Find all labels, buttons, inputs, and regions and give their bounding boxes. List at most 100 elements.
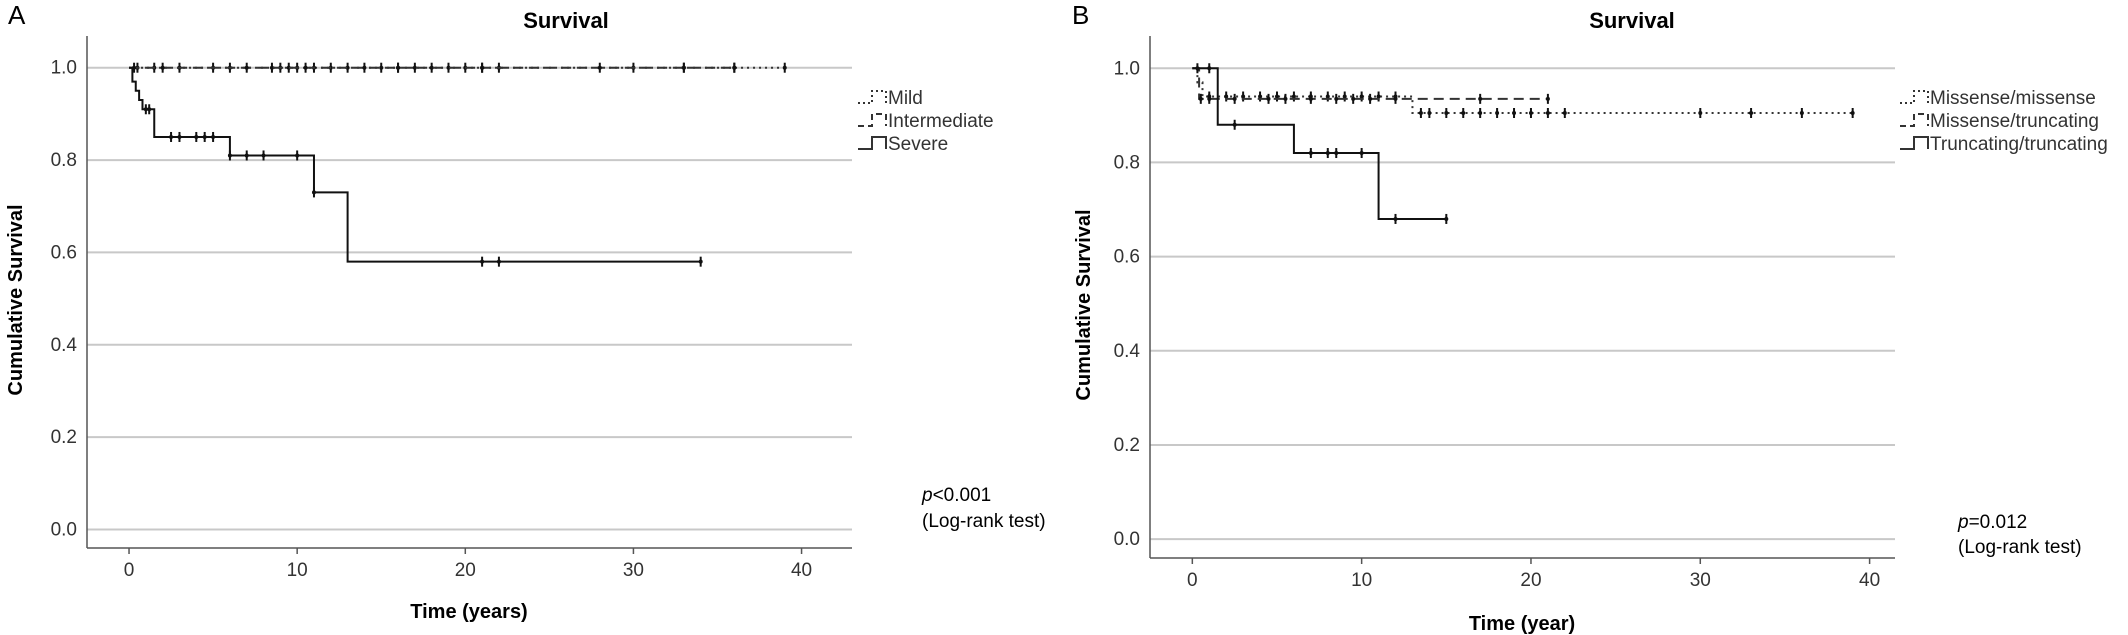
svg-text:p=0.012: p=0.012 xyxy=(1957,512,2027,533)
censor-point xyxy=(1232,122,1237,127)
censor-point xyxy=(1799,110,1804,115)
panel-b-p-symbol: p xyxy=(1957,512,1969,533)
x-tick-label: 20 xyxy=(455,560,476,581)
panel-a-p-symbol: p xyxy=(921,485,933,506)
censor-point xyxy=(1241,94,1246,99)
censor-point xyxy=(1325,94,1330,99)
legend-label: Truncating/truncating xyxy=(1930,134,2108,155)
censor-point xyxy=(1334,96,1339,101)
y-tick-label: 1.0 xyxy=(51,58,77,79)
censor-point xyxy=(480,65,485,70)
y-tick-label: 0.6 xyxy=(1114,247,1140,268)
censor-point xyxy=(1274,94,1279,99)
legend-label: Missense/truncating xyxy=(1930,111,2099,132)
censor-point xyxy=(227,153,232,158)
panel-a-ylabel: Cumulative Survival xyxy=(5,204,27,395)
censor-point xyxy=(211,134,216,139)
censor-point xyxy=(1698,110,1703,115)
censor-point xyxy=(1266,96,1271,101)
panel-b: B Survival 0.0 0.2 0.4 0.6 0.8 1.0 0 10 20 30 40 C… xyxy=(1072,0,2108,635)
censor-point xyxy=(1444,110,1449,115)
panel-b-p-value: =0.012 xyxy=(1969,512,2028,533)
censor-point xyxy=(261,153,266,158)
x-tick-label: 30 xyxy=(623,560,644,581)
censor-point xyxy=(1545,110,1550,115)
censor-point xyxy=(1342,94,1347,99)
censor-point xyxy=(597,65,602,70)
censor-point xyxy=(496,259,501,264)
censor-point xyxy=(1418,110,1423,115)
y-tick-label: 0.6 xyxy=(51,242,77,263)
censor-point xyxy=(1207,96,1212,101)
censor-point xyxy=(1283,96,1288,101)
panel-b-axes: 0.0 0.2 0.4 0.6 0.8 1.0 0 10 20 30 40 xyxy=(1114,36,1895,591)
x-tick-label: 40 xyxy=(791,560,812,581)
x-tick-label: 0 xyxy=(1187,570,1198,591)
series-line-severe xyxy=(129,66,701,263)
censor-point xyxy=(169,134,174,139)
censor-point xyxy=(244,65,249,70)
x-tick-label: 10 xyxy=(1351,570,1372,591)
y-tick-label: 0.2 xyxy=(1114,435,1140,456)
censor-point xyxy=(1427,110,1432,115)
panel-a-test-label: (Log-rank test) xyxy=(922,511,1046,532)
y-tick-label: 0.2 xyxy=(51,427,77,448)
censor-point xyxy=(160,65,165,70)
censor-point xyxy=(1393,96,1398,101)
panel-b-test-label: (Log-rank test) xyxy=(1958,537,2082,558)
censor-point xyxy=(1495,110,1500,115)
panel-b-legend: Missense/missenseMissense/truncatingTrun… xyxy=(1900,88,2108,155)
panel-b-letter: B xyxy=(1072,0,1089,30)
panel-b-series xyxy=(1192,63,1855,224)
legend-label: Intermediate xyxy=(888,111,994,132)
y-tick-label: 0.4 xyxy=(51,335,78,356)
panel-a-p-value: <0.001 xyxy=(933,485,992,506)
censor-point xyxy=(1359,94,1364,99)
censor-point xyxy=(1562,110,1567,115)
censor-point xyxy=(143,107,148,112)
censor-point xyxy=(362,65,367,70)
censor-point xyxy=(1528,110,1533,115)
legend-symbol xyxy=(1900,90,1929,104)
censor-point xyxy=(1258,94,1263,99)
censor-point xyxy=(1334,151,1339,156)
censor-point xyxy=(1478,110,1483,115)
censor-point xyxy=(732,65,737,70)
censor-point xyxy=(681,65,686,70)
censor-point xyxy=(311,190,316,195)
censor-point xyxy=(1512,110,1517,115)
censor-point xyxy=(1308,96,1313,101)
y-tick-label: 0.0 xyxy=(51,520,77,541)
censor-point xyxy=(1232,96,1237,101)
censor-point xyxy=(269,65,274,70)
series-line-missense-missense xyxy=(1192,67,1853,114)
y-tick-label: 0.8 xyxy=(51,150,77,171)
panel-b-ylabel: Cumulative Survival xyxy=(1073,209,1095,400)
y-tick-label: 0.0 xyxy=(1114,529,1140,550)
censor-point xyxy=(1195,66,1200,71)
censor-point xyxy=(429,65,434,70)
censor-point xyxy=(1850,110,1855,115)
panel-a: A Survival 0.0 0.2 0.4 0.6 0.8 1.0 0 10 20 30 40 C… xyxy=(5,0,1046,623)
panel-b-grid xyxy=(1150,67,1895,541)
x-tick-label: 0 xyxy=(124,560,135,581)
censor-point xyxy=(379,65,384,70)
censor-point xyxy=(1198,96,1203,101)
censor-point xyxy=(396,65,401,70)
censor-point xyxy=(147,107,152,112)
censor-point xyxy=(202,134,207,139)
legend-symbol xyxy=(858,136,887,150)
legend-label: Missense/missense xyxy=(1930,88,2096,109)
censor-point xyxy=(1308,151,1313,156)
censor-point xyxy=(1376,94,1381,99)
panel-a-letter: A xyxy=(8,0,26,30)
panel-a-xlabel: Time (years) xyxy=(410,601,527,623)
censor-point xyxy=(303,65,308,70)
censor-point xyxy=(412,65,417,70)
legend-symbol xyxy=(858,90,887,104)
y-tick-label: 0.4 xyxy=(1114,341,1141,362)
censor-point xyxy=(1368,96,1373,101)
x-tick-label: 10 xyxy=(287,560,308,581)
